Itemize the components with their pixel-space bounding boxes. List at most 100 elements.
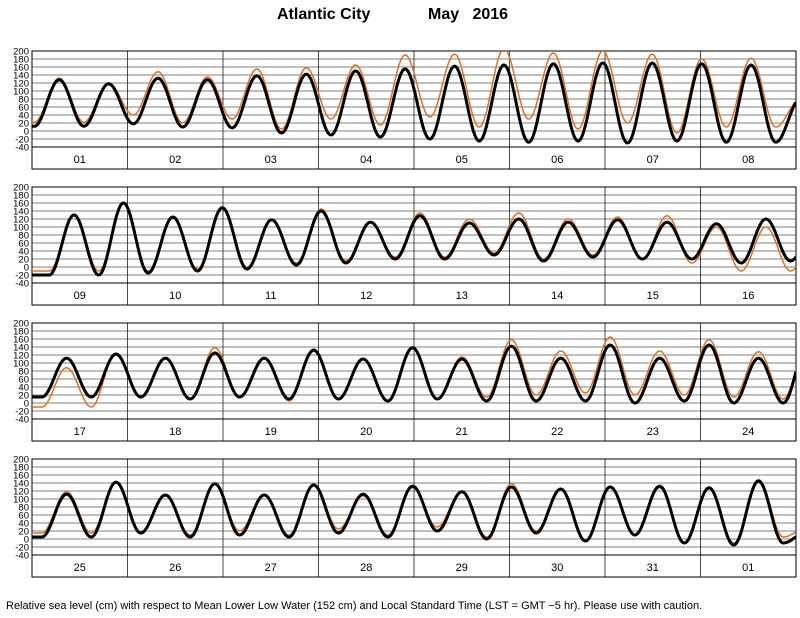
day-label: 02 bbox=[169, 154, 181, 166]
y-tick-label: 180 bbox=[13, 55, 29, 66]
y-tick-label: 180 bbox=[13, 191, 29, 202]
day-label: 31 bbox=[647, 562, 659, 574]
y-tick-label: 140 bbox=[13, 207, 29, 218]
day-label-strip bbox=[31, 282, 797, 306]
predicted-tide-line bbox=[32, 479, 796, 547]
day-label: 20 bbox=[360, 426, 372, 438]
y-tick-label: 160 bbox=[13, 63, 29, 74]
y-tick-label: 0 bbox=[24, 263, 29, 274]
day-label: 27 bbox=[265, 562, 277, 574]
y-tick-label: 40 bbox=[18, 383, 29, 394]
day-label: 07 bbox=[647, 154, 659, 166]
y-tick-label: 40 bbox=[18, 519, 29, 530]
y-tick-label: 80 bbox=[18, 95, 29, 106]
day-label: 16 bbox=[742, 290, 754, 302]
day-label: 14 bbox=[551, 290, 563, 302]
y-tick-label: 0 bbox=[24, 535, 29, 546]
y-tick-label: 120 bbox=[13, 79, 29, 90]
day-label: 24 bbox=[742, 426, 754, 438]
y-tick-label: 180 bbox=[13, 327, 29, 338]
y-tick-label: -40 bbox=[15, 551, 29, 562]
y-tick-label: 120 bbox=[13, 351, 29, 362]
day-label: 29 bbox=[456, 562, 468, 574]
day-label-strip bbox=[31, 554, 797, 578]
day-label: 15 bbox=[647, 290, 659, 302]
y-tick-label: 20 bbox=[18, 527, 29, 538]
observed-tide-line bbox=[32, 51, 796, 134]
y-tick-label: 60 bbox=[18, 511, 29, 522]
chart-title-location: Atlantic City bbox=[277, 6, 371, 23]
predicted-tide-line bbox=[32, 61, 796, 145]
y-tick-label: -20 bbox=[15, 135, 29, 146]
y-tick-label: -40 bbox=[15, 415, 29, 426]
y-tick-label: 140 bbox=[13, 479, 29, 490]
day-label: 17 bbox=[74, 426, 86, 438]
day-label: 11 bbox=[265, 290, 276, 302]
y-tick-label: 20 bbox=[18, 391, 29, 402]
day-label: 23 bbox=[647, 426, 659, 438]
y-tick-label: -40 bbox=[15, 279, 29, 290]
day-label: 28 bbox=[360, 562, 372, 574]
day-label: 18 bbox=[169, 426, 181, 438]
y-tick-label: 140 bbox=[13, 343, 29, 354]
y-tick-label: 200 bbox=[13, 455, 29, 466]
y-tick-label: 200 bbox=[13, 319, 29, 330]
y-tick-label: 20 bbox=[18, 119, 29, 130]
day-label: 01 bbox=[742, 562, 754, 574]
y-tick-label: 40 bbox=[18, 111, 29, 122]
y-tick-label: 80 bbox=[18, 231, 29, 242]
y-tick-label: 100 bbox=[13, 87, 29, 98]
y-tick-label: 0 bbox=[24, 127, 29, 138]
day-label: 26 bbox=[169, 562, 181, 574]
day-label: 05 bbox=[456, 154, 468, 166]
day-label: 04 bbox=[360, 154, 372, 166]
day-label: 25 bbox=[74, 562, 86, 574]
day-label: 21 bbox=[456, 426, 468, 438]
day-label: 12 bbox=[360, 290, 372, 302]
day-label: 10 bbox=[169, 290, 181, 302]
y-tick-label: 200 bbox=[13, 183, 29, 194]
y-tick-label: 120 bbox=[13, 487, 29, 498]
day-label: 01 bbox=[74, 154, 86, 166]
y-tick-label: 60 bbox=[18, 239, 29, 250]
day-label-strip bbox=[31, 146, 797, 170]
y-tick-label: 60 bbox=[18, 103, 29, 114]
y-tick-label: -20 bbox=[15, 407, 29, 418]
y-tick-label: 160 bbox=[13, 335, 29, 346]
predicted-tide-line bbox=[32, 343, 796, 405]
y-tick-label: 180 bbox=[13, 463, 29, 474]
chart-title-month-year: May 2016 bbox=[428, 6, 509, 23]
footer-note: Relative sea level (cm) with respect to … bbox=[6, 600, 703, 612]
y-tick-label: -40 bbox=[15, 143, 29, 154]
y-tick-label: 160 bbox=[13, 471, 29, 482]
y-tick-label: 200 bbox=[13, 47, 29, 58]
y-tick-label: 40 bbox=[18, 247, 29, 258]
y-tick-label: 100 bbox=[13, 359, 29, 370]
y-tick-label: 120 bbox=[13, 215, 29, 226]
day-label: 13 bbox=[456, 290, 468, 302]
day-label: 19 bbox=[265, 426, 277, 438]
day-label: 22 bbox=[551, 426, 563, 438]
y-tick-label: 60 bbox=[18, 375, 29, 386]
day-label: 06 bbox=[551, 154, 563, 166]
day-label: 03 bbox=[265, 154, 277, 166]
day-label: 30 bbox=[551, 562, 563, 574]
day-label-strip bbox=[31, 418, 797, 442]
y-tick-label: 80 bbox=[18, 503, 29, 514]
y-tick-label: -20 bbox=[15, 271, 29, 282]
y-tick-label: -20 bbox=[15, 543, 29, 554]
day-label: 08 bbox=[742, 154, 754, 166]
y-tick-label: 160 bbox=[13, 199, 29, 210]
predicted-tide-line bbox=[32, 201, 796, 277]
y-tick-label: 0 bbox=[24, 399, 29, 410]
y-tick-label: 20 bbox=[18, 255, 29, 266]
y-tick-label: 140 bbox=[13, 71, 29, 82]
day-label: 09 bbox=[74, 290, 86, 302]
y-tick-label: 80 bbox=[18, 367, 29, 378]
y-tick-label: 100 bbox=[13, 223, 29, 234]
